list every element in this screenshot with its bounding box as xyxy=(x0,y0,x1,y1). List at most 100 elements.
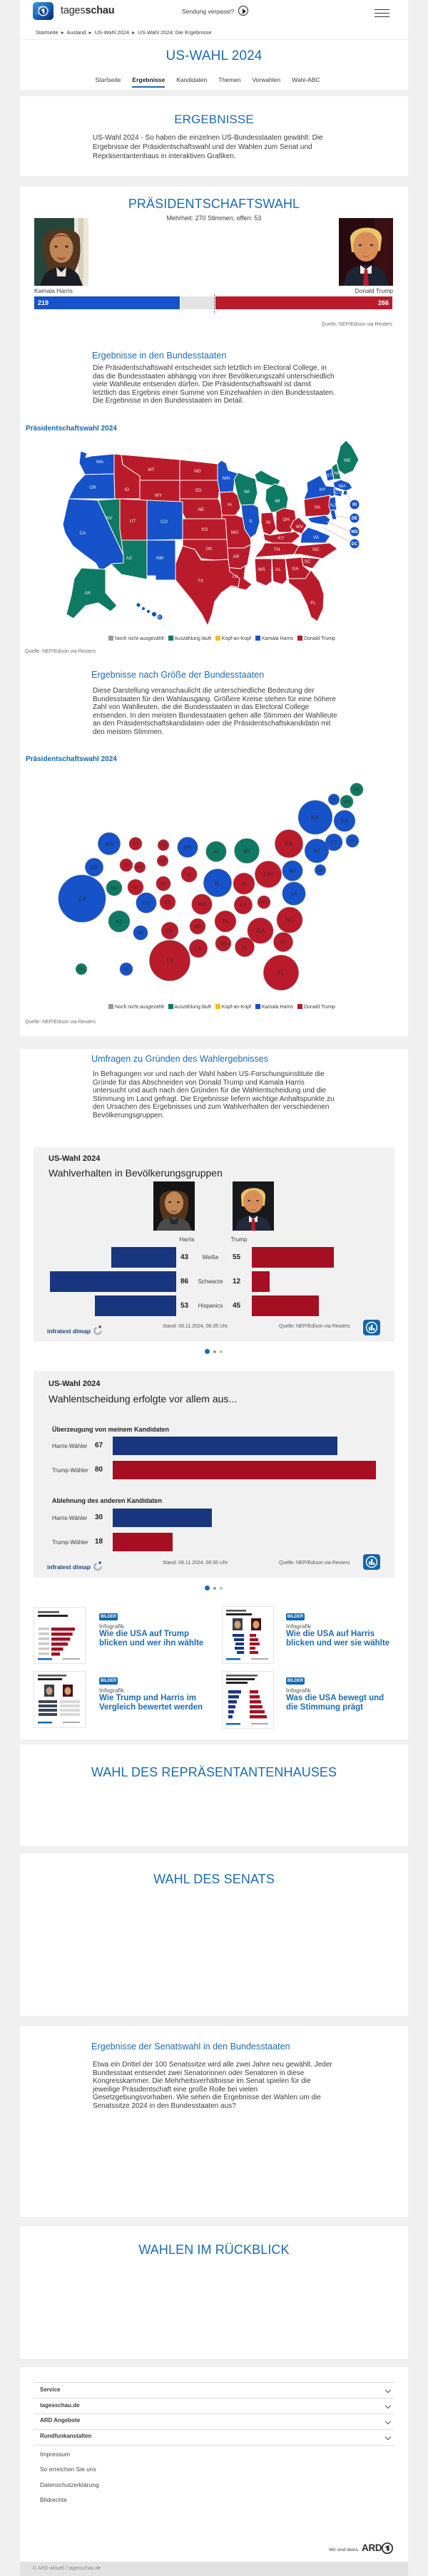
svg-text:SC: SC xyxy=(304,559,310,564)
svg-text:SD: SD xyxy=(195,488,201,493)
svg-text:ND: ND xyxy=(160,844,167,848)
svg-text:NC: NC xyxy=(312,547,320,552)
svg-text:NV: NV xyxy=(106,516,113,521)
svg-text:NC: NC xyxy=(285,916,294,924)
svg-text:WA: WA xyxy=(105,842,113,847)
svg-text:NM: NM xyxy=(156,556,163,561)
svg-text:WI: WI xyxy=(213,850,220,855)
svg-text:KY: KY xyxy=(240,904,247,909)
svg-text:OK: OK xyxy=(166,929,173,934)
svg-text:ME: ME xyxy=(354,788,360,792)
svg-text:NE: NE xyxy=(160,882,166,886)
svg-text:NY: NY xyxy=(311,814,320,821)
svg-text:VA: VA xyxy=(291,892,297,897)
svg-text:DE: DE xyxy=(352,517,357,521)
svg-text:MO: MO xyxy=(198,903,206,908)
svg-text:NY: NY xyxy=(319,487,326,492)
svg-text:CO: CO xyxy=(160,519,168,524)
svg-text:WV: WV xyxy=(260,901,268,905)
svg-text:NH: NH xyxy=(344,800,350,805)
svg-text:CA: CA xyxy=(78,895,86,902)
svg-text:KS: KS xyxy=(202,527,208,532)
svg-text:RI: RI xyxy=(352,503,357,507)
svg-text:FL: FL xyxy=(310,601,316,606)
svg-text:CO: CO xyxy=(143,901,151,906)
svg-text:OR: OR xyxy=(91,866,98,871)
svg-text:UT: UT xyxy=(130,519,136,524)
svg-text:VT: VT xyxy=(331,798,337,802)
svg-text:MN: MN xyxy=(223,476,230,481)
svg-text:HI: HI xyxy=(124,968,128,972)
svg-text:AZ: AZ xyxy=(116,920,123,925)
svg-text:WY: WY xyxy=(136,866,143,870)
svg-text:LA: LA xyxy=(233,574,239,579)
svg-text:VA: VA xyxy=(313,535,320,540)
svg-text:MA: MA xyxy=(339,484,346,489)
svg-text:WV: WV xyxy=(296,524,304,529)
svg-text:IN: IN xyxy=(266,520,271,525)
svg-text:CT: CT xyxy=(330,841,337,846)
svg-text:IA: IA xyxy=(187,873,192,878)
svg-text:CT: CT xyxy=(335,490,342,495)
svg-text:MT: MT xyxy=(133,842,139,847)
svg-text:MO: MO xyxy=(231,530,238,535)
svg-text:LA: LA xyxy=(195,947,202,952)
svg-text:AK: AK xyxy=(78,968,84,972)
svg-text:OR: OR xyxy=(89,485,96,490)
svg-text:NJ: NJ xyxy=(330,503,336,508)
svg-text:HI: HI xyxy=(156,616,160,620)
svg-text:AL: AL xyxy=(275,567,281,572)
svg-text:FL: FL xyxy=(277,969,285,976)
svg-text:MA: MA xyxy=(341,819,349,824)
svg-text:NH: NH xyxy=(334,471,341,476)
svg-text:ID: ID xyxy=(125,487,130,492)
svg-text:NJ: NJ xyxy=(314,849,320,854)
svg-text:NM: NM xyxy=(137,931,143,936)
svg-text:IL: IL xyxy=(215,879,220,886)
svg-text:PA: PA xyxy=(285,840,293,847)
svg-text:DC: DC xyxy=(352,542,358,547)
svg-text:WA: WA xyxy=(96,460,104,465)
svg-text:AR: AR xyxy=(233,554,239,559)
svg-text:MD: MD xyxy=(351,530,358,534)
svg-text:CA: CA xyxy=(79,531,86,536)
svg-text:NE: NE xyxy=(198,507,205,512)
svg-text:AR: AR xyxy=(194,925,201,930)
svg-text:MI: MI xyxy=(243,847,250,854)
svg-text:ME: ME xyxy=(344,458,351,463)
svg-text:VT: VT xyxy=(327,473,332,478)
svg-text:MS: MS xyxy=(220,942,228,947)
svg-text:MS: MS xyxy=(258,567,265,572)
svg-text:TN: TN xyxy=(222,920,228,925)
svg-text:MD: MD xyxy=(289,869,297,874)
svg-text:RI: RI xyxy=(350,839,355,844)
svg-text:IA: IA xyxy=(228,502,233,507)
svg-text:NV: NV xyxy=(111,886,118,891)
svg-text:IN: IN xyxy=(242,882,247,887)
svg-text:MN: MN xyxy=(184,846,192,851)
svg-text:OK: OK xyxy=(205,547,213,552)
svg-text:SC: SC xyxy=(280,941,287,946)
svg-text:OH: OH xyxy=(282,517,290,522)
svg-text:ND: ND xyxy=(194,469,201,474)
svg-text:TN: TN xyxy=(274,547,280,552)
svg-text:GA: GA xyxy=(292,567,299,571)
svg-text:ID: ID xyxy=(124,864,129,868)
svg-text:WI: WI xyxy=(244,490,250,495)
svg-text:MT: MT xyxy=(148,467,154,472)
svg-text:AK: AK xyxy=(85,591,91,596)
svg-text:IL: IL xyxy=(249,519,253,524)
svg-text:SD: SD xyxy=(160,859,166,864)
svg-text:WY: WY xyxy=(155,493,163,498)
svg-text:TX: TX xyxy=(166,957,174,964)
svg-text:AZ: AZ xyxy=(126,556,132,561)
svg-text:OH: OH xyxy=(264,871,273,878)
svg-text:TX: TX xyxy=(198,579,204,584)
svg-text:DE: DE xyxy=(317,869,323,873)
svg-text:UT: UT xyxy=(132,886,139,891)
svg-text:MI: MI xyxy=(275,499,280,504)
svg-text:PA: PA xyxy=(315,505,321,510)
svg-text:KY: KY xyxy=(278,536,285,541)
svg-text:GA: GA xyxy=(256,927,265,934)
svg-text:KS: KS xyxy=(164,901,171,906)
